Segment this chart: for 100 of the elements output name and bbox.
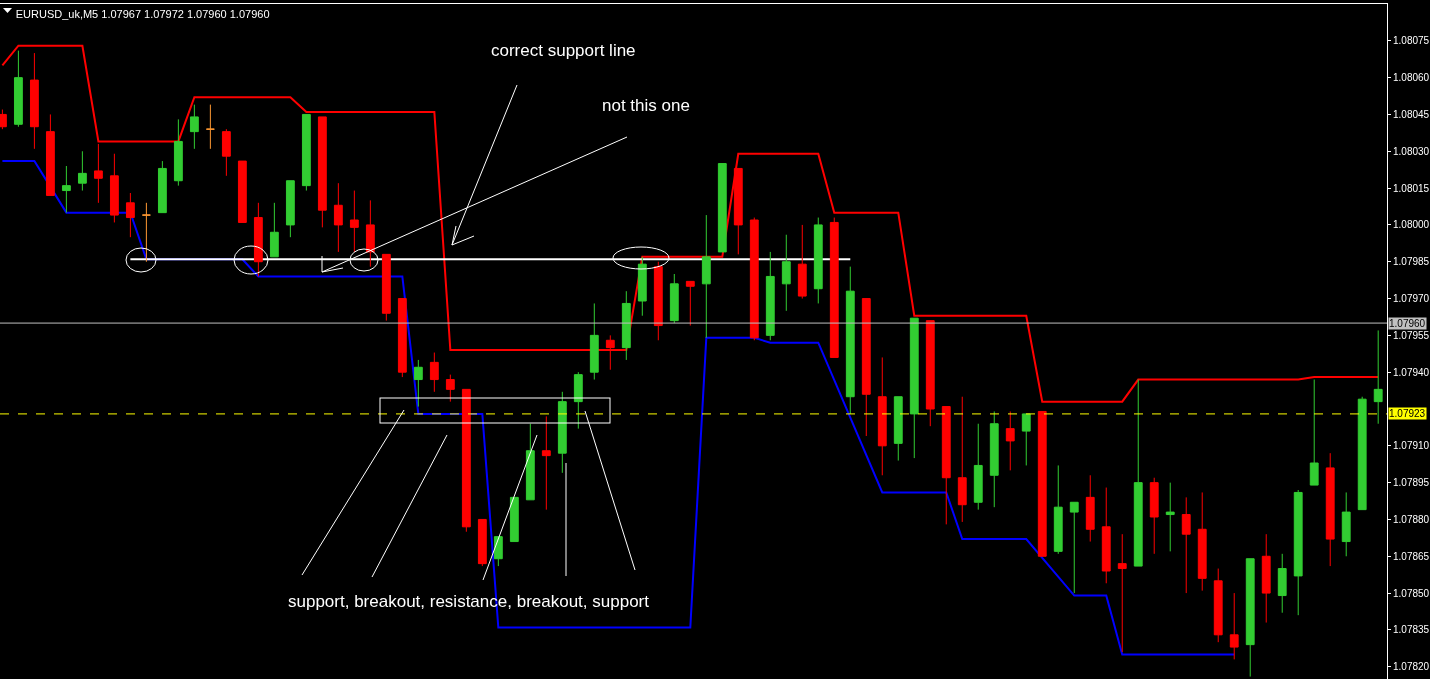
candlestick (973, 423, 983, 511)
candlestick (381, 253, 391, 322)
candlestick (285, 180, 295, 238)
candlestick (125, 192, 135, 238)
candlestick (429, 352, 439, 393)
candlestick (253, 202, 263, 277)
candlestick (1037, 410, 1047, 557)
candlestick (717, 163, 727, 253)
candlestick (1213, 568, 1223, 643)
candlestick (1149, 477, 1159, 555)
candlestick (989, 410, 999, 508)
candlestick (1357, 396, 1367, 511)
candlestick (269, 202, 279, 258)
candlestick (1165, 482, 1175, 552)
candlestick (493, 536, 503, 567)
candlestick (477, 518, 487, 567)
candlestick (1373, 329, 1383, 425)
candlestick (333, 182, 343, 253)
line-series (1, 160, 1236, 656)
y-tick-label: 1.08030 (1393, 145, 1430, 157)
candlestick (1293, 489, 1303, 616)
y-tick-label: 1.07940 (1393, 366, 1430, 378)
candlestick (573, 371, 583, 430)
candlestick (1277, 553, 1287, 614)
candlestick (1325, 452, 1335, 567)
candlestick (1181, 496, 1191, 594)
candlestick (669, 273, 679, 324)
candlestick (1245, 558, 1255, 678)
candlestick (1085, 474, 1095, 543)
candlestick (109, 153, 119, 223)
candlestick (1309, 379, 1319, 486)
y-tick-label: 1.07820 (1393, 661, 1430, 673)
candlestick (877, 356, 887, 476)
candlestick (621, 290, 631, 361)
candlestick (813, 217, 823, 304)
candlestick (605, 334, 615, 371)
candlestick (749, 217, 759, 341)
candlestick (397, 298, 407, 378)
annotation: correct support line (491, 41, 636, 60)
candlestick (317, 116, 327, 228)
candlestick (1229, 592, 1239, 660)
candlestick (941, 406, 951, 525)
line-series (1, 44, 1380, 403)
candlestick (829, 217, 839, 358)
chart-title: EURUSD_uk,M5 1.07967 1.07972 1.07960 1.07960 (15, 7, 270, 20)
candlestick (893, 396, 903, 462)
candlestick (237, 160, 247, 223)
ref-line-label: 1.07960 (1389, 318, 1426, 329)
candlestick (301, 113, 311, 192)
candlestick (541, 415, 551, 511)
candlestick (765, 251, 775, 341)
candlestick (45, 113, 55, 196)
candlestick (61, 165, 71, 214)
candlestick (189, 104, 199, 150)
y-tick-label: 1.07835 (1393, 624, 1430, 636)
candlestick (413, 359, 423, 408)
candlestick (221, 128, 231, 177)
candlestick (1101, 487, 1111, 584)
candlestick (1053, 464, 1063, 555)
y-tick-label: 1.07985 (1393, 256, 1430, 268)
y-tick-label: 1.07910 (1393, 440, 1430, 452)
candlestick (925, 320, 935, 427)
candlestick (781, 234, 791, 312)
y-tick-label: 1.08015 (1393, 182, 1430, 194)
y-tick-label: 1.07880 (1393, 513, 1430, 525)
candlestick (77, 150, 87, 192)
candlestick (653, 261, 663, 341)
candlestick (93, 143, 103, 204)
candlestick (445, 374, 455, 403)
y-tick-label: 1.07970 (1393, 293, 1430, 305)
candlestick (365, 199, 375, 268)
candlestick (205, 104, 215, 150)
candlestick (173, 118, 183, 187)
candlestick (589, 302, 599, 381)
candlestick (1021, 413, 1031, 466)
candlestick (797, 224, 807, 300)
candlestick (1341, 491, 1351, 557)
ref-line-label: 1.07923 (1389, 408, 1426, 419)
y-tick-label: 1.07955 (1393, 329, 1430, 341)
candlestick (1117, 533, 1127, 653)
candlestick (845, 266, 855, 415)
candlestick (861, 298, 871, 437)
y-tick-label: 1.07865 (1393, 550, 1430, 562)
y-tick-label: 1.07895 (1393, 477, 1430, 489)
candlestick (1261, 533, 1271, 624)
annotation: not this one (602, 96, 690, 115)
candlestick (157, 160, 167, 214)
candlestick (349, 190, 359, 253)
y-tick-label: 1.08060 (1393, 72, 1430, 84)
y-tick-label: 1.08075 (1393, 35, 1430, 47)
candlestick (141, 202, 151, 263)
candlestick (957, 396, 967, 523)
y-tick-label: 1.07850 (1393, 587, 1430, 599)
candlestick (557, 391, 567, 474)
candlestick (685, 280, 695, 327)
y-tick-label: 1.08045 (1393, 108, 1430, 120)
candlestick (701, 214, 711, 339)
y-tick-label: 1.08000 (1393, 219, 1430, 231)
candlestick (1197, 491, 1207, 592)
candlestick (29, 52, 39, 150)
